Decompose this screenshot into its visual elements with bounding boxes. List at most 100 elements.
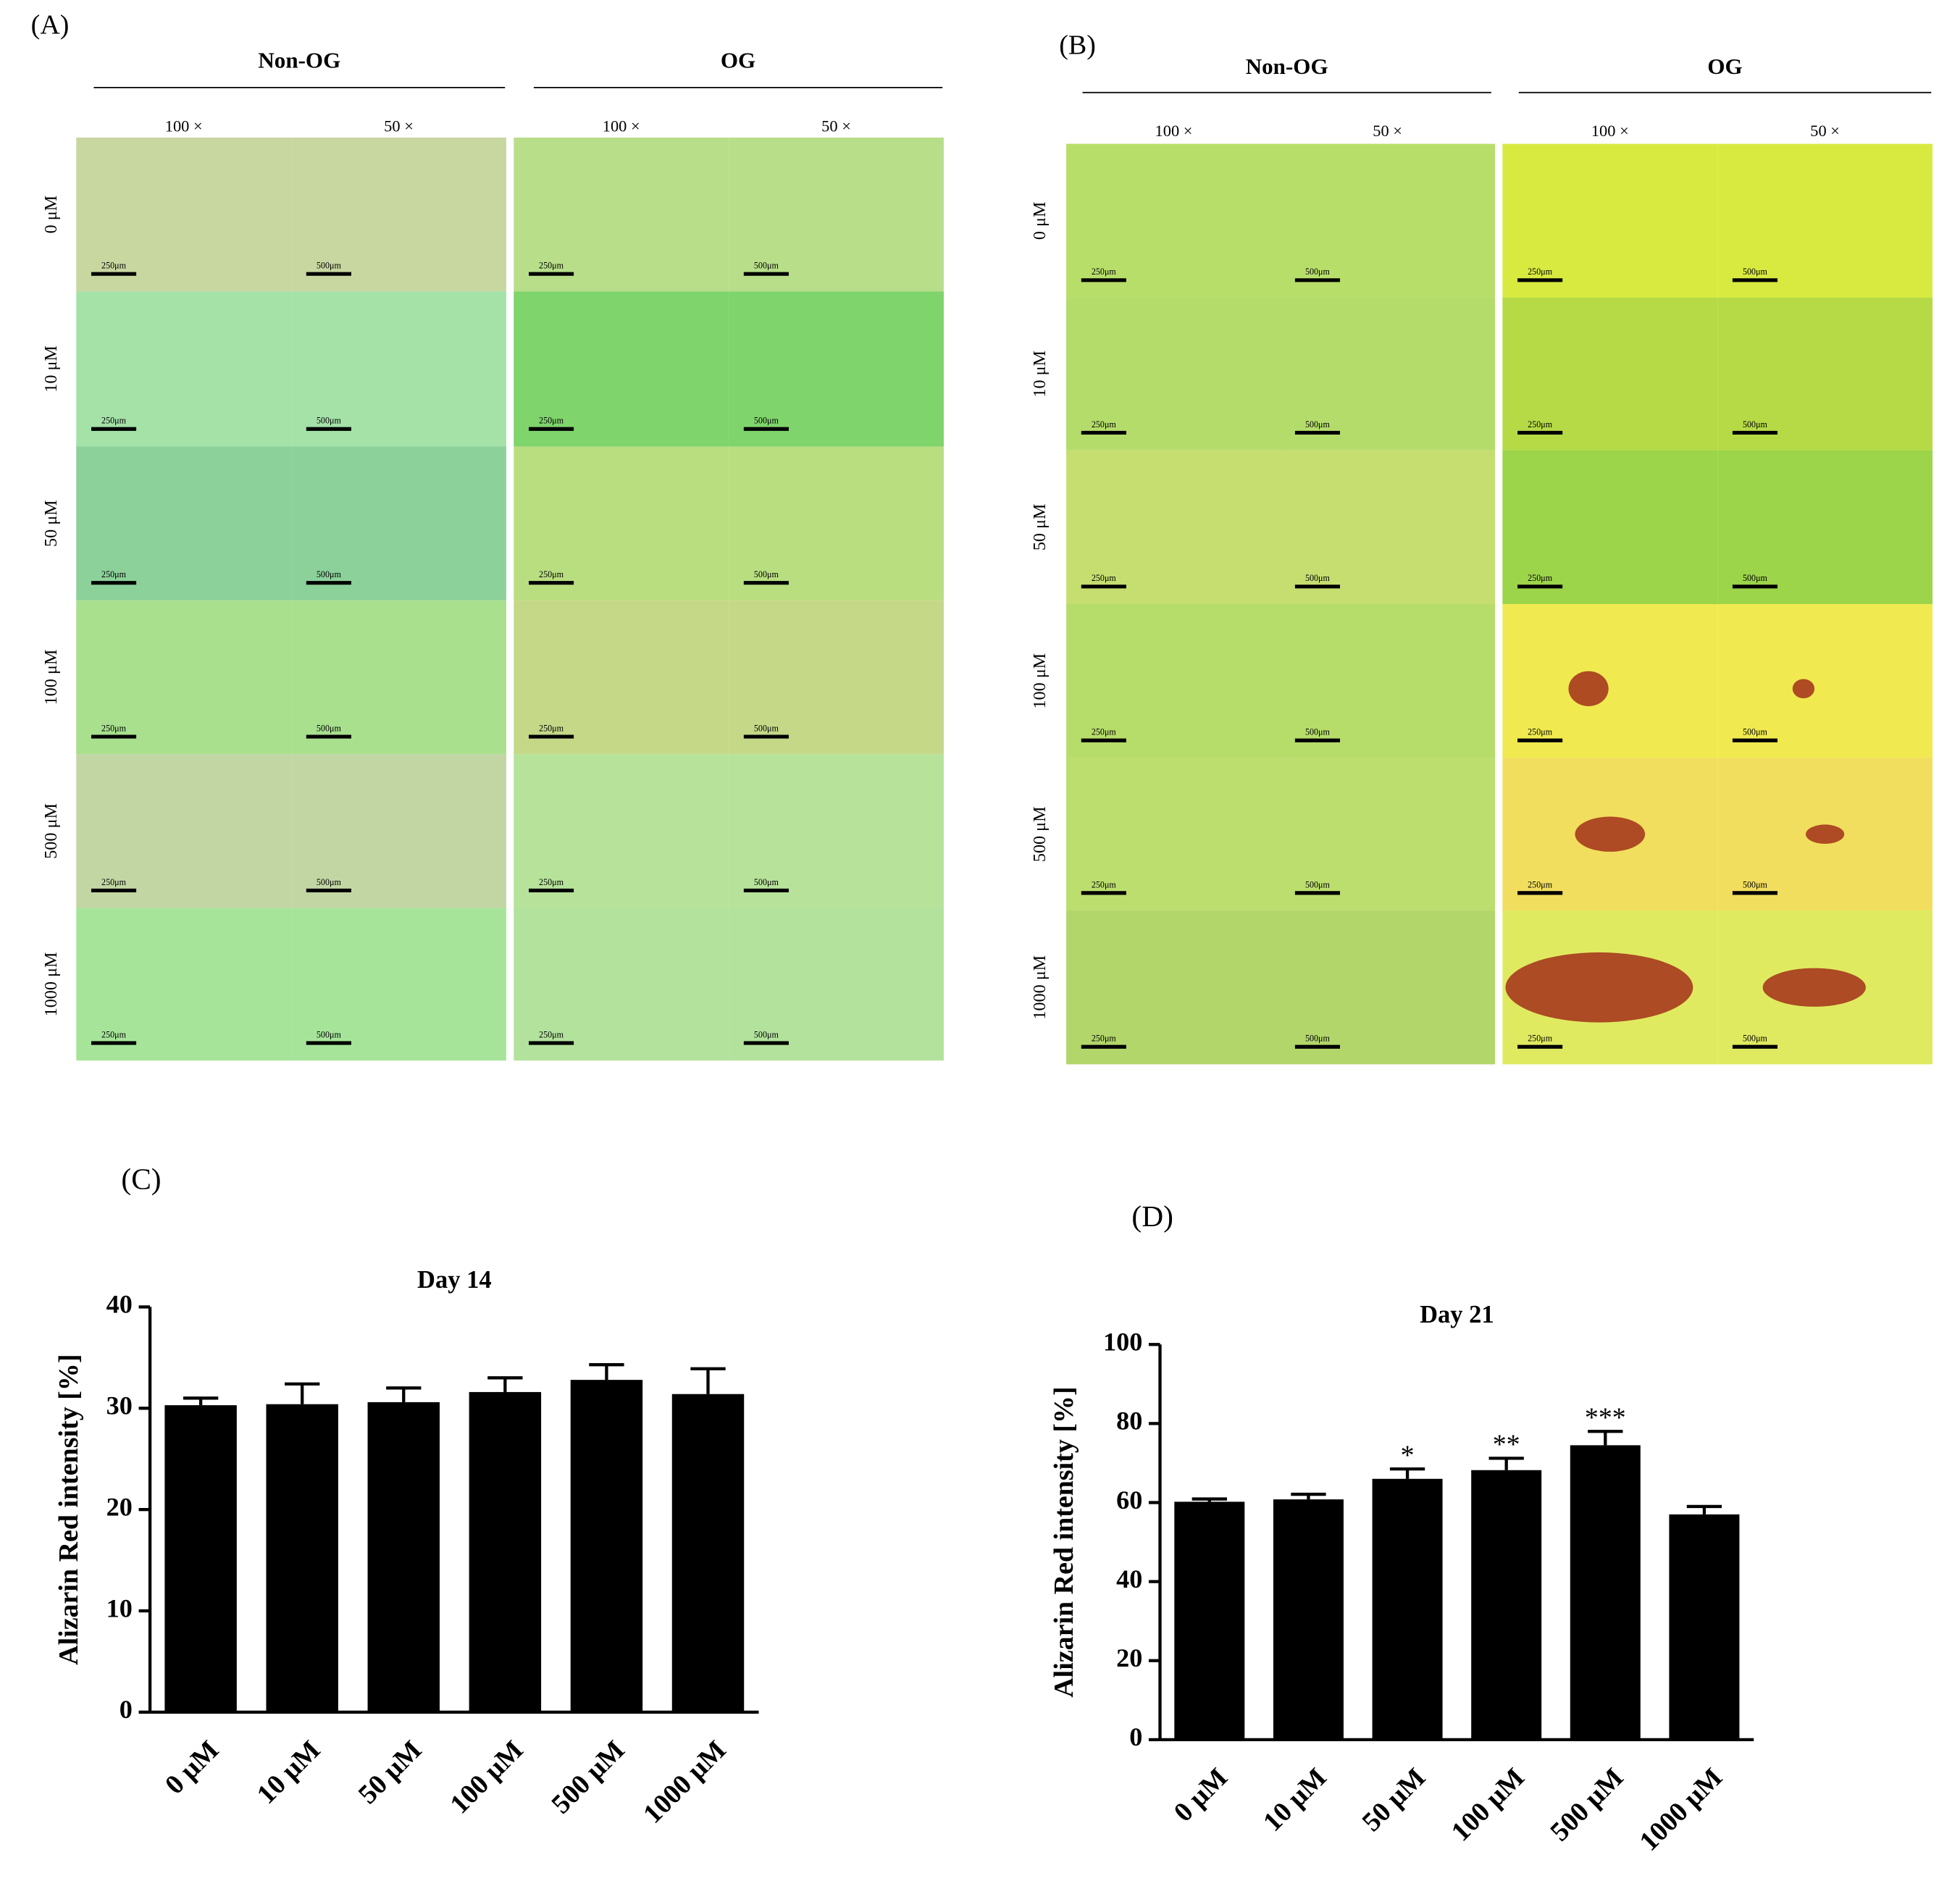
significance: ** (1493, 1430, 1520, 1460)
micrograph (1502, 450, 1718, 605)
scale-bar-label: 500μm (1743, 879, 1768, 889)
magnification: 100 × (165, 117, 203, 135)
micrograph (514, 908, 729, 1061)
row-label: 10 μM (1030, 351, 1050, 398)
micrograph (1280, 758, 1496, 911)
bar (1570, 1445, 1641, 1740)
scale-bar-label: 500μm (1743, 727, 1768, 737)
panel-label: (C) (121, 1162, 161, 1196)
x-tick-label: 10 μM (1257, 1762, 1333, 1838)
row-label: 50 μM (41, 500, 61, 547)
scale-bar-label: 250μm (539, 261, 564, 271)
micrograph (1502, 143, 1718, 298)
scale-bar-label: 250μm (1528, 879, 1553, 889)
nodule (1792, 679, 1815, 699)
y-tick-label: 100 (1103, 1328, 1142, 1357)
scale-bar-label: 250μm (539, 416, 564, 426)
group-header: OG (721, 47, 755, 72)
x-tick-label: 50 μM (353, 1735, 428, 1810)
row-label: 0 μM (1030, 201, 1050, 240)
bar (1273, 1499, 1344, 1740)
y-tick-label: 0 (120, 1695, 133, 1724)
micrograph (1280, 297, 1496, 451)
scale-bar-label: 250μm (1092, 879, 1117, 889)
micrograph (729, 291, 944, 447)
x-tick-label: 10 μM (251, 1735, 327, 1810)
micrograph (76, 908, 292, 1061)
significance: * (1401, 1440, 1415, 1470)
nodule (1568, 671, 1609, 706)
bar (469, 1391, 542, 1712)
scale-bar-label: 500μm (1305, 267, 1331, 277)
micrograph (729, 600, 944, 755)
chart-title: Day 14 (417, 1266, 492, 1294)
bar (1471, 1470, 1542, 1740)
y-tick-label: 80 (1116, 1407, 1142, 1436)
row-label: 1000 μM (1030, 955, 1050, 1020)
nodule (1762, 968, 1866, 1007)
row-label: 100 μM (41, 650, 61, 705)
micrograph (1502, 297, 1718, 451)
scale-bar-label: 500μm (1305, 727, 1331, 737)
scale-bar-label: 500μm (317, 1029, 342, 1039)
scale-bar-label: 250μm (539, 569, 564, 579)
scale-bar-label: 250μm (101, 877, 127, 887)
y-tick-label: 10 (106, 1593, 133, 1622)
row-label: 500 μM (41, 803, 61, 859)
scale-bar-label: 250μm (1528, 419, 1553, 430)
micrograph (291, 446, 506, 600)
group-header: OG (1707, 54, 1742, 79)
y-tick-label: 40 (1116, 1564, 1142, 1593)
micrograph (514, 137, 729, 292)
micrograph (1066, 297, 1281, 451)
micrograph (291, 600, 506, 755)
scale-bar-label: 250μm (1092, 573, 1117, 583)
x-tick-label: 0 μM (1168, 1762, 1234, 1827)
scale-bar-label: 500μm (317, 416, 342, 426)
y-axis-label: Alizarin Red intensity [%] (1049, 1386, 1079, 1697)
scale-bar-label: 250μm (101, 416, 127, 426)
micrograph (291, 754, 506, 908)
micrograph (76, 137, 292, 292)
x-tick-label: 100 μM (1446, 1762, 1530, 1847)
magnification: 100 × (1155, 122, 1193, 140)
panel-label: (D) (1131, 1199, 1173, 1233)
panel-label: (B) (1059, 30, 1096, 60)
scale-bar-label: 250μm (101, 569, 127, 579)
row-label: 500 μM (1030, 806, 1050, 862)
y-tick-label: 20 (106, 1492, 133, 1521)
y-tick-label: 30 (106, 1391, 133, 1420)
scale-bar-label: 250μm (1528, 727, 1553, 737)
scale-bar-label: 250μm (1092, 267, 1117, 277)
bar (164, 1405, 237, 1712)
y-tick-label: 60 (1116, 1486, 1142, 1515)
scale-bar-label: 500μm (1305, 419, 1331, 430)
chart-title: Day 21 (1420, 1301, 1494, 1328)
row-label: 1000 μM (41, 952, 61, 1017)
x-tick-label: 0 μM (159, 1735, 225, 1800)
scale-bar-label: 500μm (317, 723, 342, 733)
micrograph (76, 600, 292, 755)
x-tick-label: 500 μM (1544, 1762, 1629, 1847)
nodule (1575, 816, 1646, 852)
x-tick-label: 100 μM (444, 1735, 529, 1819)
micrograph (514, 754, 729, 908)
scale-bar-label: 250μm (539, 1029, 564, 1039)
scale-bar-label: 250μm (101, 261, 127, 271)
scale-bar-label: 250μm (1092, 727, 1117, 737)
micrograph (729, 754, 944, 908)
scale-bar-label: 250μm (1528, 267, 1553, 277)
micrograph (291, 908, 506, 1061)
micrograph (514, 291, 729, 447)
scale-bar-label: 500μm (1305, 573, 1331, 583)
scale-bar-label: 500μm (317, 569, 342, 579)
micrograph (1717, 604, 1933, 758)
micrograph (291, 137, 506, 292)
micrograph (1066, 143, 1281, 298)
x-tick-label: 500 μM (545, 1735, 630, 1819)
magnification: 50 × (384, 117, 414, 135)
scale-bar-label: 250μm (539, 877, 564, 887)
bar (266, 1404, 338, 1712)
y-axis-label: Alizarin Red intensity [%] (54, 1354, 84, 1664)
